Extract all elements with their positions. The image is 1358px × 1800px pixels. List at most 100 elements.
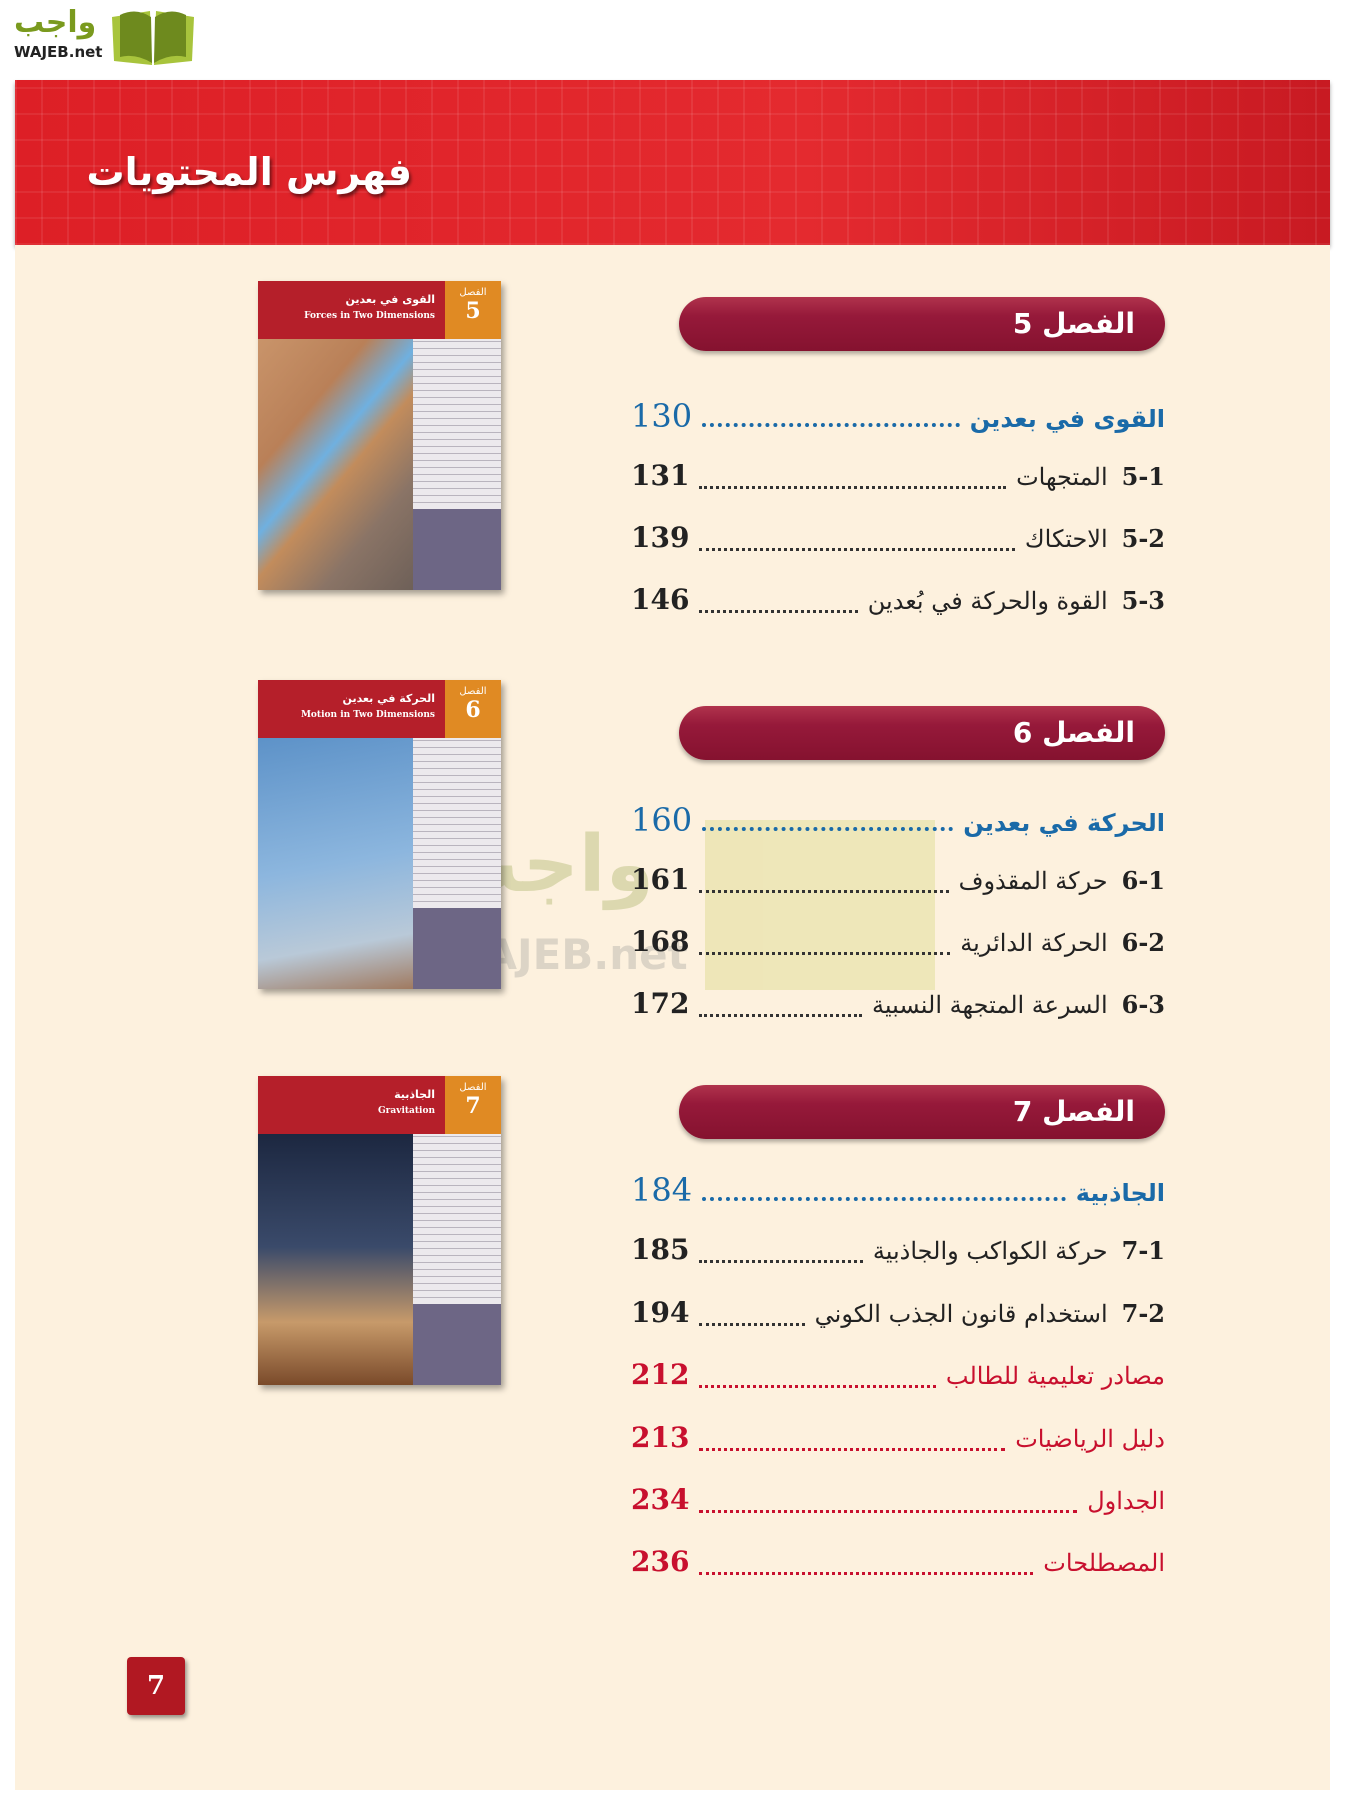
leader-dots: [699, 1510, 1078, 1513]
toc-entry-5-2[interactable]: 5-2 الاحتكاك 139: [631, 521, 1165, 561]
leader-dots: [699, 610, 858, 613]
entry-title: المصطلحات: [1043, 1549, 1165, 1577]
page-number: 7: [127, 1657, 185, 1715]
entry-page: 168: [631, 925, 690, 958]
section-code: 6-1: [1121, 866, 1165, 895]
toc-entry-6-2[interactable]: 6-2 الحركة الدائرية 168: [631, 925, 1165, 965]
entry-page: 185: [631, 1233, 690, 1266]
cover-title-en: Motion in Two Dimensions: [300, 710, 435, 720]
page-paper: [15, 245, 1330, 1790]
chapter-6-cover[interactable]: الفصل 6 الحركة في بعدين Motion in Two Dim…: [258, 680, 501, 989]
entry-page: 130: [631, 397, 693, 435]
section-code: 7-2: [1121, 1299, 1165, 1328]
entry-title: حركة المقذوف: [958, 867, 1108, 895]
comet-photo: [258, 1134, 413, 1385]
entry-title: الحركة الدائرية: [960, 929, 1108, 957]
entry-title: دليل الرياضيات: [1015, 1425, 1165, 1453]
entry-title: استخدام قانون الجذب الكوني: [814, 1300, 1108, 1328]
section-code: 5-2: [1121, 524, 1165, 553]
page-title: فهرس المحتويات: [86, 150, 413, 194]
chapter-badge: الفصل 5: [445, 281, 501, 339]
leader-dots: [699, 1014, 863, 1017]
chapter-6-heading: الفصل 6: [679, 706, 1165, 760]
section-code: 6-2: [1121, 928, 1165, 957]
chapter-5-cover[interactable]: الفصل 5 القوى في بعدين Forces in Two Dime…: [258, 281, 501, 590]
toc-entry-5-3[interactable]: 5-3 القوة والحركة في بُعدين 146: [631, 583, 1165, 623]
chapter-7-heading: الفصل 7: [679, 1085, 1165, 1139]
leader-dots: [702, 827, 954, 831]
cover-title-ar: القوى في بعدين: [345, 293, 435, 306]
section-code: 5-1: [1121, 462, 1165, 491]
entry-title: السرعة المتجهة النسبية: [872, 991, 1108, 1019]
toc-entry-chapter-7[interactable]: الجاذبية 184: [631, 1171, 1165, 1211]
entry-page: 212: [631, 1358, 690, 1391]
cover-title-ar: الحركة في بعدين: [342, 692, 435, 705]
chapter-badge: الفصل 7: [445, 1076, 501, 1134]
entry-title: الحركة في بعدين: [963, 809, 1165, 837]
entry-page: 194: [631, 1296, 690, 1329]
toc-entry-7-2[interactable]: 7-2 استخدام قانون الجذب الكوني 194: [631, 1296, 1165, 1336]
entry-page: 161: [631, 863, 690, 896]
entry-page: 236: [631, 1545, 690, 1578]
chapter-5-heading: الفصل 5: [679, 297, 1165, 351]
toc-entry-math-guide[interactable]: دليل الرياضيات 213: [631, 1421, 1165, 1461]
cover-title-ar: الجاذبية: [394, 1088, 435, 1101]
toc-entry-7-1[interactable]: 7-1 حركة الكواكب والجاذبية 185: [631, 1233, 1165, 1273]
leader-dots: [699, 1572, 1034, 1575]
chapter-7-cover[interactable]: الفصل 7 الجاذبية Gravitation: [258, 1076, 501, 1385]
leader-dots: [702, 1197, 1066, 1201]
leader-dots: [699, 1260, 863, 1263]
entry-page: 160: [631, 801, 693, 839]
leader-dots: [699, 890, 949, 893]
entry-page: 184: [631, 1171, 693, 1209]
logo-latin: WAJEB.net: [14, 43, 103, 61]
toc-entry-glossary[interactable]: المصطلحات 236: [631, 1545, 1165, 1585]
toc-entry-6-1[interactable]: 6-1 حركة المقذوف 161: [631, 863, 1165, 903]
wajeb-logo[interactable]: واجب WAJEB.net: [10, 5, 194, 67]
entry-title: الجداول: [1087, 1487, 1165, 1515]
entry-title: الجاذبية: [1075, 1179, 1165, 1207]
section-code: 7-1: [1121, 1236, 1165, 1265]
cover-title-en: Forces in Two Dimensions: [304, 311, 435, 321]
header-band: فهرس المحتويات: [15, 80, 1330, 245]
entry-page: 139: [631, 521, 690, 554]
climber-photo: [258, 339, 413, 590]
entry-title: القوى في بعدين: [969, 405, 1165, 433]
toc-entry-chapter-6[interactable]: الحركة في بعدين 160: [631, 801, 1165, 841]
toc-entry-6-3[interactable]: 6-3 السرعة المتجهة النسبية 172: [631, 987, 1165, 1027]
entry-title: حركة الكواكب والجاذبية: [872, 1237, 1108, 1265]
leader-dots: [702, 423, 960, 427]
swing-ride-photo: [258, 738, 413, 989]
chapter-word: الفصل: [459, 686, 487, 697]
chapter-word: الفصل: [459, 1082, 487, 1093]
entry-title: مصادر تعليمية للطالب: [945, 1362, 1165, 1390]
leader-dots: [699, 1385, 936, 1388]
section-code: 6-3: [1121, 990, 1165, 1019]
leader-dots: [699, 1448, 1006, 1451]
entry-title: الاحتكاك: [1024, 525, 1108, 553]
chapter-word: الفصل: [459, 287, 487, 298]
entry-title: القوة والحركة في بُعدين: [867, 587, 1108, 615]
toc-entry-tables[interactable]: الجداول 234: [631, 1483, 1165, 1523]
chapter-number: 7: [465, 1093, 481, 1119]
cover-title-en: Gravitation: [377, 1106, 435, 1116]
entry-page: 234: [631, 1483, 690, 1516]
leader-dots: [699, 486, 1007, 489]
entry-page: 146: [631, 583, 690, 616]
book-icon: [112, 11, 194, 65]
leader-dots: [699, 548, 1015, 551]
chapter-number: 6: [465, 697, 481, 723]
entry-page: 131: [631, 459, 690, 492]
chapter-badge: الفصل 6: [445, 680, 501, 738]
toc-entry-student-resources[interactable]: مصادر تعليمية للطالب 212: [631, 1358, 1165, 1398]
toc-entry-5-1[interactable]: 5-1 المتجهات 131: [631, 459, 1165, 499]
entry-page: 172: [631, 987, 690, 1020]
entry-title: المتجهات: [1016, 463, 1108, 491]
chapter-number: 5: [465, 298, 481, 324]
section-code: 5-3: [1121, 586, 1165, 615]
leader-dots: [699, 1323, 805, 1326]
entry-page: 213: [631, 1421, 690, 1454]
logo-arabic: واجب: [14, 5, 97, 40]
leader-dots: [699, 952, 951, 955]
toc-entry-chapter-5[interactable]: القوى في بعدين 130: [631, 397, 1165, 437]
